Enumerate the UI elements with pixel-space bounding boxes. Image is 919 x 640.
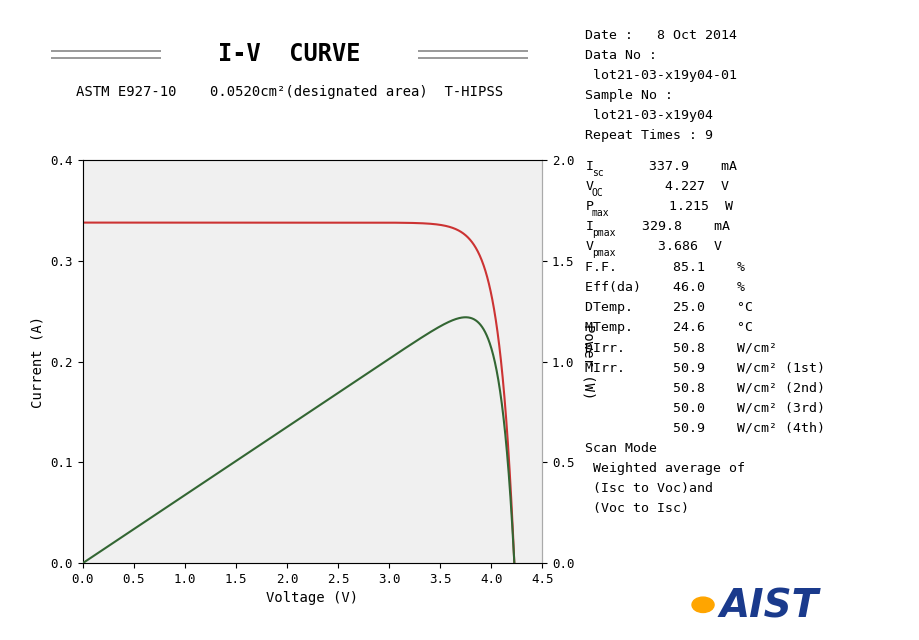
Text: F.F.       85.1    %: F.F. 85.1 % xyxy=(585,260,745,273)
Text: DTemp.     25.0    °C: DTemp. 25.0 °C xyxy=(585,301,754,314)
Text: I-V  CURVE: I-V CURVE xyxy=(218,42,361,67)
Text: Date :   8 Oct 2014: Date : 8 Oct 2014 xyxy=(585,29,737,42)
Text: DIrr.      50.8    W/cm²: DIrr. 50.8 W/cm² xyxy=(585,341,777,354)
Text: Sample No :: Sample No : xyxy=(585,89,674,102)
Text: MTemp.     24.6    °C: MTemp. 24.6 °C xyxy=(585,321,754,334)
Text: (Isc to Voc)and: (Isc to Voc)and xyxy=(585,483,713,495)
Text: I: I xyxy=(585,160,594,173)
Text: 4.227  V: 4.227 V xyxy=(601,180,729,193)
Text: max: max xyxy=(592,208,609,218)
Text: lot21-03-x19y04: lot21-03-x19y04 xyxy=(585,109,713,122)
Text: pmax: pmax xyxy=(592,248,615,259)
Y-axis label: Power (W): Power (W) xyxy=(581,324,596,399)
Text: 50.9    W/cm² (4th): 50.9 W/cm² (4th) xyxy=(585,422,825,435)
Y-axis label: Current (A): Current (A) xyxy=(31,316,45,408)
Text: lot21-03-x19y04-01: lot21-03-x19y04-01 xyxy=(585,69,737,82)
Text: 337.9    mA: 337.9 mA xyxy=(601,160,737,173)
Text: Repeat Times : 9: Repeat Times : 9 xyxy=(585,129,713,143)
Text: OC: OC xyxy=(592,188,604,198)
Text: pmax: pmax xyxy=(592,228,615,238)
Text: Weighted average of: Weighted average of xyxy=(585,462,745,475)
Text: 50.0    W/cm² (3rd): 50.0 W/cm² (3rd) xyxy=(585,402,825,415)
Text: V: V xyxy=(585,241,594,253)
Text: Eff(da)    46.0    %: Eff(da) 46.0 % xyxy=(585,281,745,294)
Text: ASTM E927-10    0.0520cm²(designated area)  T-HIPSS: ASTM E927-10 0.0520cm²(designated area) … xyxy=(76,84,503,99)
X-axis label: Voltage (V): Voltage (V) xyxy=(267,591,358,605)
Text: 50.8    W/cm² (2nd): 50.8 W/cm² (2nd) xyxy=(585,381,825,394)
Text: V: V xyxy=(585,180,594,193)
Text: sc: sc xyxy=(592,168,604,178)
Text: MIrr.      50.9    W/cm² (1st): MIrr. 50.9 W/cm² (1st) xyxy=(585,362,825,374)
Text: AIST: AIST xyxy=(720,588,819,626)
Text: (Voc to Isc): (Voc to Isc) xyxy=(585,502,689,515)
Text: 329.8    mA: 329.8 mA xyxy=(609,220,730,233)
Text: Data No :: Data No : xyxy=(585,49,657,62)
Text: Scan Mode: Scan Mode xyxy=(585,442,657,455)
Text: 3.686  V: 3.686 V xyxy=(609,241,721,253)
Text: 1.215  W: 1.215 W xyxy=(605,200,733,213)
Text: P: P xyxy=(585,200,594,213)
Text: I: I xyxy=(585,220,594,233)
